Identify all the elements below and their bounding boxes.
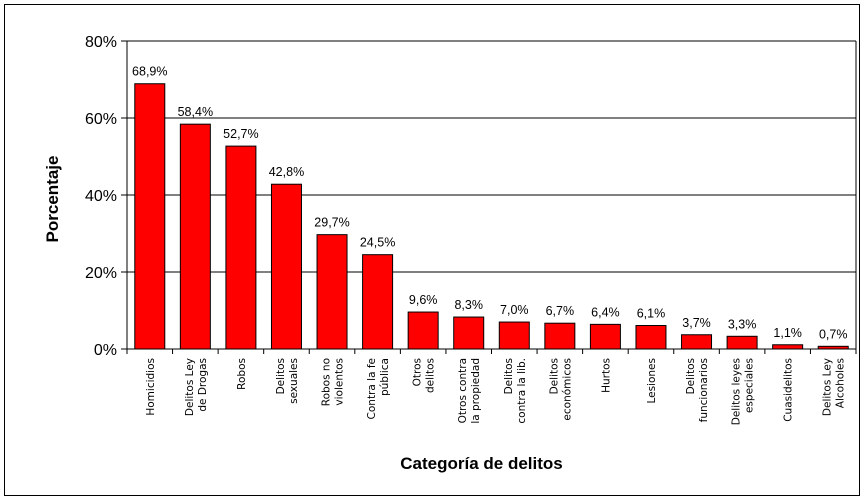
x-axis-title: Categoría de delitos: [400, 454, 562, 473]
category-label: Robos noviolentos: [321, 358, 346, 406]
bar: [179, 123, 211, 350]
category-label-line: sexuales: [288, 358, 300, 404]
labels: 0% 20% 40% 60% 80% 68,9% Homicidios 58,4% Delito…: [85, 34, 848, 425]
category-label-line: Delitos Ley: [822, 358, 834, 416]
category-label: Homicidios: [145, 358, 157, 416]
category-label-line: Otros: [412, 358, 424, 386]
data-label: 0,7%: [819, 327, 848, 341]
bar: [134, 83, 166, 350]
category-label: Cuasidelitos: [783, 358, 795, 422]
data-label: 1,1%: [773, 326, 802, 340]
category-label-line: Contra la fe: [366, 358, 378, 419]
data-label: 58,4%: [178, 105, 213, 119]
category-label-line: funcionarios: [698, 358, 710, 422]
category-label: Robos: [236, 358, 248, 390]
y-tick-label: 20%: [85, 265, 117, 282]
category-label-line: Cuasidelitos: [783, 358, 795, 422]
category-label-line: contra la lib.: [516, 358, 528, 424]
data-label: 24,5%: [360, 236, 395, 250]
category-label-line: Delitos: [685, 358, 697, 394]
category-label-line: Otros contra: [457, 358, 469, 423]
y-axis-title: Porcentaje: [43, 156, 62, 243]
category-label: Delitossexuales: [275, 358, 300, 404]
bar: [589, 323, 621, 350]
data-label: 3,7%: [682, 316, 711, 330]
category-label-line: Homicidios: [145, 358, 157, 416]
category-label-line: Robos no: [321, 358, 333, 406]
data-label: 6,1%: [637, 307, 666, 321]
category-label-line: Delitos Ley: [184, 358, 196, 416]
data-label: 68,9%: [132, 65, 167, 79]
bar: [772, 344, 804, 350]
bar: [407, 311, 439, 350]
bars: [134, 83, 849, 350]
category-label-line: violentos: [334, 358, 346, 406]
category-label: Delitos Leyde Drogas: [184, 358, 209, 416]
category-label: Delitosfuncionarios: [685, 358, 710, 422]
category-label-line: Delitos: [503, 358, 515, 394]
bar: [316, 234, 348, 350]
data-label: 6,7%: [546, 304, 575, 318]
data-label: 9,6%: [409, 293, 438, 307]
category-label-line: la propiedad: [470, 358, 482, 424]
axes: [121, 40, 857, 354]
category-label: Lesiones: [646, 358, 658, 404]
category-label-line: Delitos: [548, 358, 560, 394]
bar: [635, 325, 667, 350]
data-label: 3,3%: [728, 317, 757, 331]
category-label-line: pública: [379, 358, 391, 396]
category-label-line: Delitos: [275, 358, 287, 394]
category-label-line: delitos: [425, 358, 437, 393]
y-tick-label: 0%: [94, 342, 117, 359]
bar: [362, 254, 394, 350]
y-tick-label: 60%: [85, 111, 117, 128]
category-label-line: Lesiones: [646, 358, 658, 404]
bar: [225, 145, 257, 350]
category-label: Delitoseconómicos: [548, 358, 573, 421]
category-label-line: económicos: [561, 358, 573, 421]
bar: [498, 321, 530, 350]
category-label: Otrosdelitos: [412, 358, 437, 393]
data-label: 7,0%: [500, 303, 529, 317]
data-label: 8,3%: [454, 298, 483, 312]
bar: [544, 322, 576, 350]
category-label: Otros contrala propiedad: [457, 358, 482, 424]
category-label-line: Hurtos: [600, 358, 612, 393]
bar: [453, 316, 485, 350]
data-label: 52,7%: [223, 127, 258, 141]
bar: [270, 183, 302, 350]
category-label: Delitos leyesespeciales: [731, 358, 756, 425]
category-label: Contra la fepública: [366, 358, 391, 419]
category-label-line: de Drogas: [197, 358, 209, 412]
category-label: Hurtos: [600, 358, 612, 393]
y-tick-label: 40%: [85, 188, 117, 205]
data-label: 42,8%: [269, 165, 304, 179]
category-label: Delitoscontra la lib.: [503, 358, 528, 424]
bar: [681, 334, 713, 350]
y-tick-label: 80%: [85, 34, 117, 51]
data-label: 6,4%: [591, 305, 620, 319]
data-label: 29,7%: [314, 216, 349, 230]
category-label: Delitos LeyAlcoholes: [822, 358, 847, 416]
category-label-line: Robos: [236, 358, 248, 390]
bar: [726, 335, 758, 350]
category-label-line: Delitos leyes: [731, 358, 743, 425]
category-label-line: especiales: [744, 358, 756, 413]
category-label-line: Alcoholes: [835, 358, 847, 408]
